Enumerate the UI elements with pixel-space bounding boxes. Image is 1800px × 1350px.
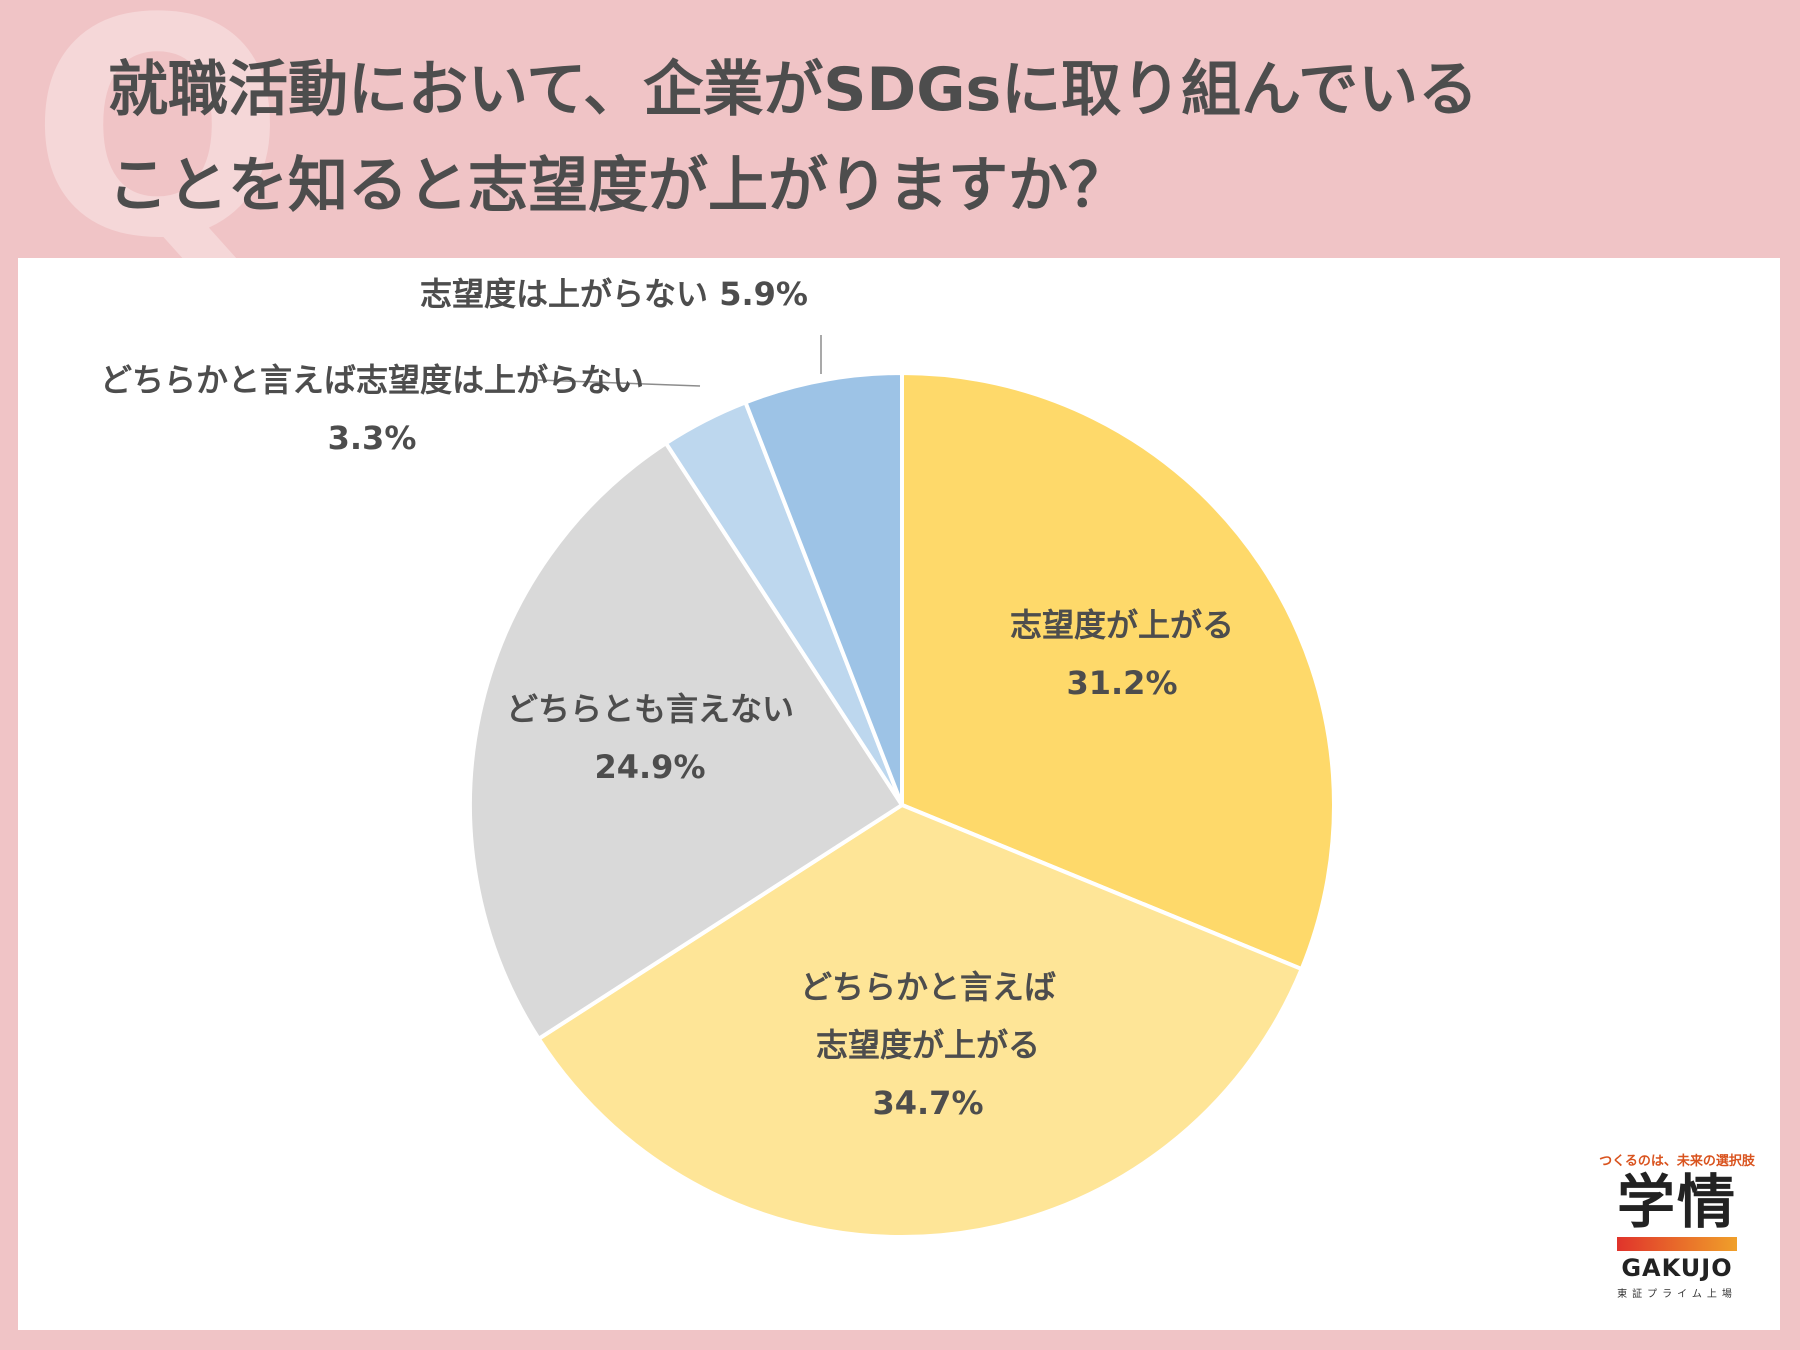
- chart-panel: 志望度が上がる 31.2% どちらかと言えば 志望度が上がる 34.7% どちらとも言えな…: [18, 258, 1780, 1330]
- slice-value-neutral: 24.9%: [594, 748, 705, 786]
- logo-name-en: GAKUJO: [1621, 1254, 1733, 1282]
- pie-chart: 志望度が上がる31.2%どちらかと言えば志望度が上がる34.7%どちらとも言えな…: [100, 275, 1336, 1239]
- leader-line-somewhat-not-raise: [537, 379, 701, 387]
- pie-slice-neutral: [468, 440, 905, 1042]
- pie-slice-raise: [900, 370, 1336, 972]
- slice-label-text-somewhat-raise: 志望度が上がる: [816, 1026, 1040, 1064]
- gakujo-logo: つくるのは、未来の選択肢 学情 GAKUJO 東証プライム上場: [1592, 1150, 1762, 1320]
- logo-sub: 東証プライム上場: [1617, 1289, 1737, 1300]
- slice-label-text-neutral: どちらとも言えない: [506, 690, 794, 728]
- slice-label-somewhat-not-raise: どちらかと言えば志望度は上がらない 3.3%: [100, 361, 644, 457]
- slice-label-text-somewhat-not-raise: どちらかと言えば志望度は上がらない: [100, 361, 644, 399]
- pie-slice-not-raise: [742, 370, 904, 806]
- slice-label-text-raise: 志望度が上がる: [1010, 606, 1234, 644]
- logo-kanji: 学情: [1616, 1168, 1737, 1236]
- slice-label-text-somewhat-raise: どちらかと言えば: [800, 968, 1056, 1006]
- slice-label-raise: 志望度が上がる 31.2%: [1010, 606, 1234, 702]
- page-title-line-2: ことを知ると志望度が上がりますか？: [108, 151, 1128, 221]
- slice-label-not-raise: 志望度は上がらない 5.9%: [420, 275, 808, 313]
- slice-value-somewhat-not-raise: 3.3%: [328, 419, 417, 457]
- logo-bar: [1617, 1237, 1737, 1251]
- slice-label-text-not-raise: 志望度は上がらない 5.9%: [420, 275, 808, 313]
- page-title-line-1: 就職活動において、企業がSDGsに取り組んでいる: [108, 55, 1479, 125]
- logo-tagline: つくるのは、未来の選択肢: [1599, 1154, 1755, 1169]
- slice-value-raise: 31.2%: [1066, 664, 1177, 702]
- pie-slice-somewhat-raise: [535, 802, 1305, 1239]
- slice-value-somewhat-raise: 34.7%: [872, 1084, 983, 1122]
- page-title: 就職活動において、企業がSDGsに取り組んでいる ことを知ると志望度が上がります…: [108, 42, 1728, 234]
- slice-label-neutral: どちらとも言えない 24.9%: [506, 690, 794, 786]
- q-mark-decoration: Q: [30, 0, 286, 304]
